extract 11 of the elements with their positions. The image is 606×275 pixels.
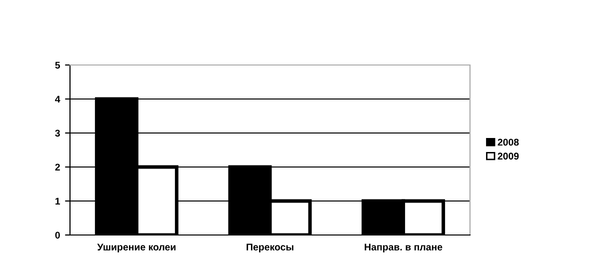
- y-tick-label: 2: [55, 164, 60, 171]
- y-tick-label: 3: [55, 130, 60, 137]
- x-tick-label: Уширение колеи: [97, 244, 176, 252]
- legend-label: 2008: [498, 138, 519, 146]
- y-tick-label: 4: [55, 96, 60, 103]
- y-tick-label: 0: [55, 232, 60, 239]
- legend-label: 2009: [498, 152, 519, 160]
- y-tick-label: 5: [55, 62, 60, 69]
- x-tick-label: Направ. в плане: [364, 244, 442, 252]
- y-tick-label: 1: [55, 198, 60, 205]
- x-tick-label: Перекосы: [246, 244, 294, 252]
